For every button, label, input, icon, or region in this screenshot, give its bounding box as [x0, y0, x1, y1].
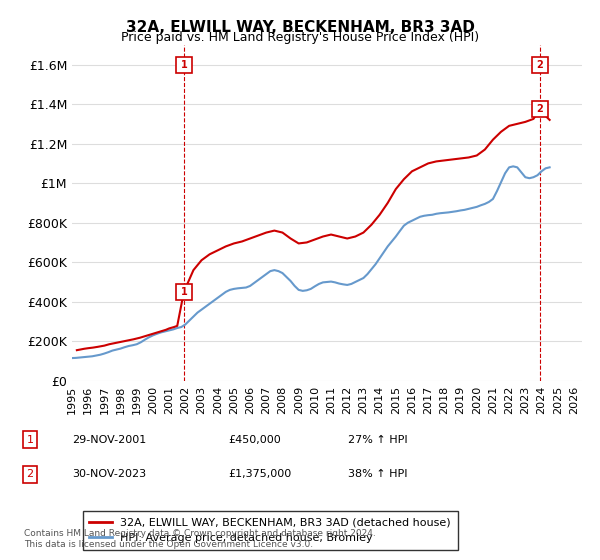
- Text: 29-NOV-2001: 29-NOV-2001: [72, 435, 146, 445]
- Text: £450,000: £450,000: [228, 435, 281, 445]
- Legend: 32A, ELWILL WAY, BECKENHAM, BR3 3AD (detached house), HPI: Average price, detach: 32A, ELWILL WAY, BECKENHAM, BR3 3AD (det…: [83, 511, 458, 550]
- Text: £1,375,000: £1,375,000: [228, 469, 291, 479]
- Text: 1: 1: [181, 59, 187, 69]
- Text: 30-NOV-2023: 30-NOV-2023: [72, 469, 146, 479]
- Text: 32A, ELWILL WAY, BECKENHAM, BR3 3AD: 32A, ELWILL WAY, BECKENHAM, BR3 3AD: [125, 20, 475, 35]
- Text: 2: 2: [536, 104, 544, 114]
- Text: 27% ↑ HPI: 27% ↑ HPI: [348, 435, 407, 445]
- Text: Price paid vs. HM Land Registry's House Price Index (HPI): Price paid vs. HM Land Registry's House …: [121, 31, 479, 44]
- Text: 1: 1: [181, 287, 187, 297]
- Text: Contains HM Land Registry data © Crown copyright and database right 2024.
This d: Contains HM Land Registry data © Crown c…: [24, 529, 376, 549]
- Text: 2: 2: [26, 469, 34, 479]
- Text: 38% ↑ HPI: 38% ↑ HPI: [348, 469, 407, 479]
- Text: 1: 1: [26, 435, 34, 445]
- Text: 2: 2: [536, 59, 544, 69]
